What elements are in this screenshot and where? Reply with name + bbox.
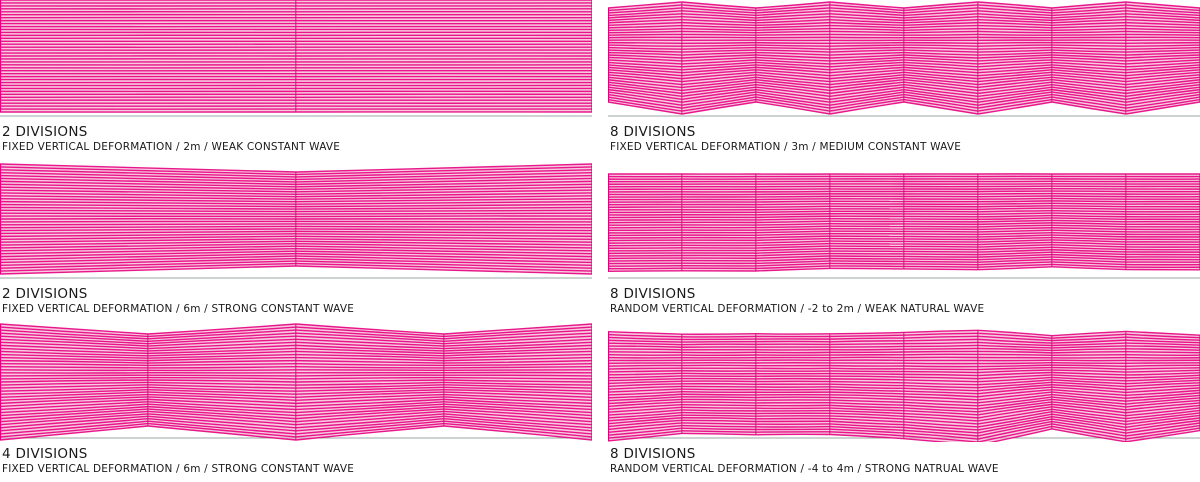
facade-segment <box>681 173 757 272</box>
facade-segment <box>977 329 1053 442</box>
panel-title: 8 DIVISIONS <box>610 446 696 462</box>
facade-render-3 <box>0 163 592 279</box>
facade-render-4 <box>608 173 1200 279</box>
facade-segment <box>829 331 905 440</box>
facade-segment <box>0 323 149 441</box>
facade-segment <box>0 0 297 113</box>
facade-segment <box>1125 330 1200 442</box>
facade-segment <box>903 1 979 115</box>
panel-5: 4 DIVISIONS FIXED VERTICAL DEFORMATION /… <box>0 322 592 482</box>
panel-title: 8 DIVISIONS <box>610 286 696 302</box>
caption-1: 2 DIVISIONS FIXED VERTICAL DEFORMATION /… <box>2 124 340 154</box>
panel-title: 4 DIVISIONS <box>2 446 88 462</box>
facade-segment <box>1051 1 1127 115</box>
facade-segment <box>0 163 297 275</box>
facade-segment <box>1051 330 1127 442</box>
panel-title: 2 DIVISIONS <box>2 124 88 140</box>
facade-render-2 <box>608 1 1200 117</box>
panel-subtitle: RANDOM VERTICAL DEFORMATION / -2 to 2m /… <box>610 303 985 315</box>
facade-segment <box>295 0 592 113</box>
panel-title: 2 DIVISIONS <box>2 286 88 302</box>
panel-subtitle: FIXED VERTICAL DEFORMATION / 6m / STRONG… <box>2 303 355 315</box>
facade-segment <box>829 1 905 115</box>
panel-title: 8 DIVISIONS <box>610 124 696 140</box>
facade-segment <box>1125 173 1200 271</box>
panel-1: 2 DIVISIONS FIXED VERTICAL DEFORMATION /… <box>0 0 592 160</box>
facade-segment <box>977 1 1053 115</box>
facade-segment <box>608 173 683 272</box>
facade-segment <box>755 1 831 115</box>
panel-6: 8 DIVISIONS RANDOM VERTICAL DEFORMATION … <box>608 322 1200 482</box>
panel-subtitle: RANDOM VERTICAL DEFORMATION / -4 to 4m /… <box>610 463 999 475</box>
facade-render-5 <box>0 323 592 441</box>
panel-3: 2 DIVISIONS FIXED VERTICAL DEFORMATION /… <box>0 162 592 322</box>
facade-segment <box>903 173 979 271</box>
facade-segment <box>295 163 592 275</box>
panel-subtitle: FIXED VERTICAL DEFORMATION / 6m / STRONG… <box>2 463 355 475</box>
facade-segment <box>681 1 757 115</box>
panel-4: 8 DIVISIONS RANDOM VERTICAL DEFORMATION … <box>608 162 1200 322</box>
facade-segment <box>755 333 831 436</box>
facade-segment <box>295 323 445 441</box>
facade-render-6 <box>608 329 1200 442</box>
facade-segment <box>903 329 979 442</box>
caption-3: 2 DIVISIONS FIXED VERTICAL DEFORMATION /… <box>2 286 354 316</box>
facade-segment <box>608 331 683 442</box>
panel-subtitle: FIXED VERTICAL DEFORMATION / 2m / WEAK C… <box>2 141 341 153</box>
facade-segment <box>1125 1 1200 115</box>
facade-segment <box>829 173 905 270</box>
facade-segment <box>755 173 831 272</box>
caption-2: 8 DIVISIONS FIXED VERTICAL DEFORMATION /… <box>610 124 961 154</box>
facade-segment <box>147 323 297 441</box>
facade-segment <box>443 323 592 441</box>
panel-subtitle: FIXED VERTICAL DEFORMATION / 3m / MEDIUM… <box>610 141 962 153</box>
facade-render-1 <box>0 0 592 117</box>
facade-segment <box>681 333 757 436</box>
caption-6: 8 DIVISIONS RANDOM VERTICAL DEFORMATION … <box>610 446 999 476</box>
caption-4: 8 DIVISIONS RANDOM VERTICAL DEFORMATION … <box>610 286 984 316</box>
panel-2: 8 DIVISIONS FIXED VERTICAL DEFORMATION /… <box>608 0 1200 160</box>
caption-5: 4 DIVISIONS FIXED VERTICAL DEFORMATION /… <box>2 446 354 476</box>
facade-segment <box>1051 173 1127 271</box>
facade-segment <box>977 173 1053 271</box>
facade-segment <box>608 1 683 115</box>
